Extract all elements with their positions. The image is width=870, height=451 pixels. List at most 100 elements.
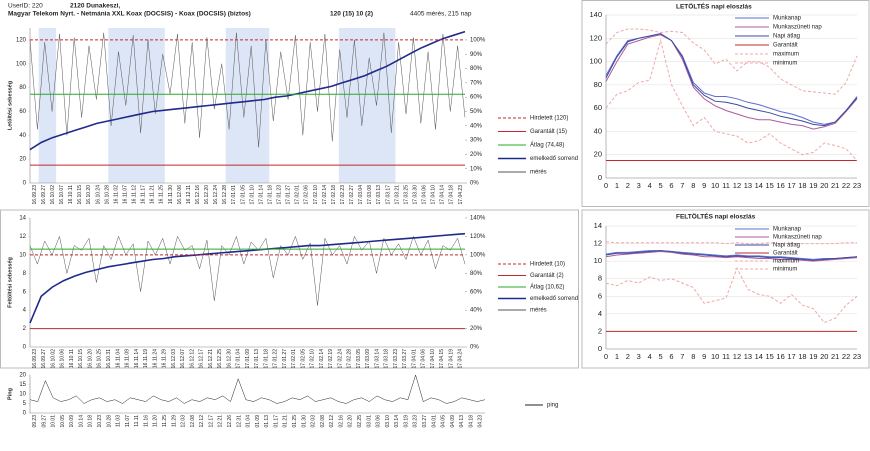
x-tick-label: 17.01.04 xyxy=(236,349,242,369)
shaded-band xyxy=(108,28,165,183)
x-tick-label: 16.10.07 xyxy=(59,185,65,205)
x-tick-label: 17 xyxy=(787,352,795,361)
series-line xyxy=(605,266,858,324)
y-tick-label: 0 xyxy=(598,173,602,182)
x-tick-label: 12.21 xyxy=(218,415,224,428)
x-tick-label: 11 xyxy=(722,352,730,361)
x-tick-label: 16.12.21 xyxy=(208,349,214,369)
x-tick-label: 17.03.23 xyxy=(393,349,399,369)
legend-label: Garantált (2) xyxy=(530,273,564,279)
y2-tick-label: 30% xyxy=(470,138,483,144)
x-tick-label: 16.11.09 xyxy=(125,349,131,368)
y2-tick-label: 20% xyxy=(470,152,483,158)
y-axis-label: Feltöltési sebesség xyxy=(7,257,13,308)
x-tick-label: 16.09.27 xyxy=(41,349,47,369)
y-tick-label: 60 xyxy=(594,103,602,112)
legend-label: Napi átlag xyxy=(773,34,800,40)
x-tick-label: 02.16 xyxy=(338,415,344,428)
x-tick-label: 17.01.01 xyxy=(231,185,237,205)
series-line xyxy=(605,34,858,130)
y-tick-label: 40 xyxy=(594,126,602,135)
x-tick-label: 17.01.05 xyxy=(240,185,246,205)
series-line xyxy=(605,250,858,260)
x-tick-label: 16.11.17 xyxy=(141,185,147,204)
y2-tick-label: 80% xyxy=(470,271,483,277)
x-tick-label: 17.03.13 xyxy=(376,185,382,205)
series-line xyxy=(605,241,857,245)
x-tick-label: 10.01 xyxy=(51,415,57,428)
x-tick-label: 17.03.14 xyxy=(374,349,380,369)
x-tick-label: 16.10.11 xyxy=(68,185,74,204)
x-tick-label: 2 xyxy=(626,352,630,361)
x-tick-label: 17.01.13 xyxy=(254,349,260,369)
x-tick-label: 01.17 xyxy=(273,415,279,428)
x-tick-label: 03.14 xyxy=(394,415,400,428)
x-tick-label: 10 xyxy=(711,352,719,361)
y-tick-label: 14 xyxy=(19,216,26,222)
x-tick-label: 17.04.10 xyxy=(431,185,437,205)
x-tick-label: 15 xyxy=(766,181,774,190)
x-tick-label: 17.01.27 xyxy=(286,185,292,205)
x-tick-label: 16.10.02 xyxy=(50,349,56,369)
y-tick-label: 0 xyxy=(598,344,602,353)
x-tick-label: 21 xyxy=(831,352,839,361)
x-tick-label: 11.07 xyxy=(125,415,131,427)
x-tick-label: 01.09 xyxy=(255,415,261,428)
x-tick-label: 16.12.03 xyxy=(171,349,177,369)
x-tick-label: 12.31 xyxy=(236,415,242,428)
series-line xyxy=(605,38,858,161)
series-line xyxy=(29,235,466,306)
x-tick-label: 16.11.24 xyxy=(152,349,158,368)
legend-label: Garantált xyxy=(773,251,798,257)
x-tick-label: 17.04.19 xyxy=(448,349,454,369)
x-tick-label: 16.10.02 xyxy=(50,185,56,205)
header-count: 4405 mérés, 215 nap xyxy=(410,11,472,18)
x-tick-label: 17.04.01 xyxy=(411,349,417,369)
x-tick-label: 3 xyxy=(637,181,641,190)
x-tick-label: 16.12.24 xyxy=(213,185,219,205)
x-tick-label: 16.09.23 xyxy=(32,185,38,205)
y2-tick-label: 20% xyxy=(470,326,483,332)
x-tick-label: 16.11.25 xyxy=(159,185,165,204)
x-tick-label: 17.03.25 xyxy=(403,185,409,205)
y2-tick-label: 50% xyxy=(470,109,483,115)
series-line xyxy=(605,33,858,127)
y-tick-label: 20 xyxy=(594,150,602,159)
x-tick-label: 4 xyxy=(648,181,652,190)
x-tick-label: 12 xyxy=(733,181,741,190)
x-tick-label: 16.10.11 xyxy=(69,349,75,368)
x-tick-label: 23 xyxy=(853,352,861,361)
y-tick-label: 12 xyxy=(594,239,602,248)
x-tick-label: 0 xyxy=(604,352,608,361)
x-tick-label: 20 xyxy=(820,352,828,361)
x-tick-label: 9 xyxy=(702,352,706,361)
x-tick-label: 19 xyxy=(809,352,817,361)
y-tick-label: 120 xyxy=(16,38,27,44)
y2-tick-label: 10% xyxy=(470,166,483,172)
y-tick-label: 100 xyxy=(589,57,602,66)
x-tick-label: 01.25 xyxy=(292,415,298,428)
x-tick-label: 01.04 xyxy=(246,415,252,428)
x-tick-label: 17.02.05 xyxy=(300,349,306,369)
y-axis-label: Letöltési sebesség xyxy=(7,81,13,130)
y-tick-label: 14 xyxy=(594,221,602,230)
y-tick-label: 5 xyxy=(23,401,27,407)
x-tick-label: 17.04.10 xyxy=(430,349,436,369)
x-tick-label: 03.10 xyxy=(385,415,391,428)
chart-title: FELTÖLTÉS napi eloszlás xyxy=(676,212,756,221)
x-tick-label: 01.21 xyxy=(283,415,289,428)
x-tick-label: 11.25 xyxy=(162,415,168,427)
x-tick-label: 17.03.04 xyxy=(358,185,364,205)
y-tick-label: 6 xyxy=(598,291,602,300)
x-tick-label: 17.02.14 xyxy=(322,185,328,205)
x-tick-label: 11 xyxy=(722,181,730,190)
x-tick-label: 1 xyxy=(615,181,619,190)
x-tick-label: 12.08 xyxy=(190,415,196,428)
x-tick-label: 17.02.28 xyxy=(347,349,353,369)
x-tick-label: 6 xyxy=(669,352,673,361)
y2-tick-label: 40% xyxy=(470,123,483,129)
x-tick-label: 09.27 xyxy=(41,415,47,428)
y-tick-label: 0 xyxy=(23,411,27,417)
y2-tick-label: 80% xyxy=(470,66,483,72)
y-tick-label: 0 xyxy=(23,181,27,187)
